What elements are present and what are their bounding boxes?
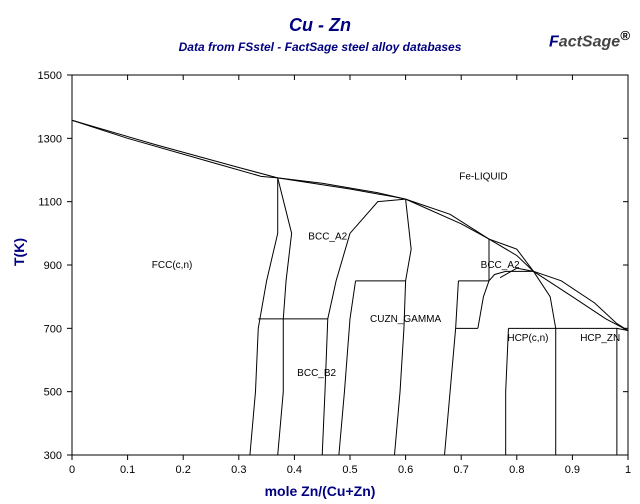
svg-text:0.5: 0.5: [342, 464, 357, 476]
svg-text:0.2: 0.2: [176, 464, 191, 476]
svg-text:CUZN_GAMMA: CUZN_GAMMA: [370, 314, 441, 325]
svg-text:1500: 1500: [38, 70, 62, 82]
svg-text:BCC_A2: BCC_A2: [308, 232, 347, 243]
chart-container: Cu - Zn Data from FSstel - FactSage stee…: [0, 0, 640, 504]
svg-text:300: 300: [44, 450, 62, 462]
svg-text:HCP(c,n): HCP(c,n): [507, 333, 548, 344]
svg-text:0.3: 0.3: [231, 464, 246, 476]
svg-text:900: 900: [44, 260, 62, 272]
svg-text:0.4: 0.4: [287, 464, 302, 476]
svg-text:0.6: 0.6: [398, 464, 413, 476]
svg-text:FCC(c,n): FCC(c,n): [152, 260, 193, 271]
svg-text:HCP_ZN: HCP_ZN: [580, 333, 620, 344]
svg-text:0.9: 0.9: [565, 464, 580, 476]
svg-text:Fe-LIQUID: Fe-LIQUID: [459, 172, 507, 183]
svg-text:0.1: 0.1: [120, 464, 135, 476]
svg-text:0.7: 0.7: [454, 464, 469, 476]
svg-text:BCC_A2: BCC_A2: [481, 260, 520, 271]
svg-text:1300: 1300: [38, 133, 62, 145]
svg-text:700: 700: [44, 323, 62, 335]
phase-diagram-svg: 00.10.20.30.40.50.60.70.80.9130050070090…: [0, 0, 640, 504]
svg-text:1: 1: [625, 464, 631, 476]
svg-text:0: 0: [69, 464, 75, 476]
svg-text:BCC_B2: BCC_B2: [297, 368, 336, 379]
svg-text:0.8: 0.8: [509, 464, 524, 476]
svg-text:1100: 1100: [38, 197, 62, 209]
svg-text:500: 500: [44, 387, 62, 399]
